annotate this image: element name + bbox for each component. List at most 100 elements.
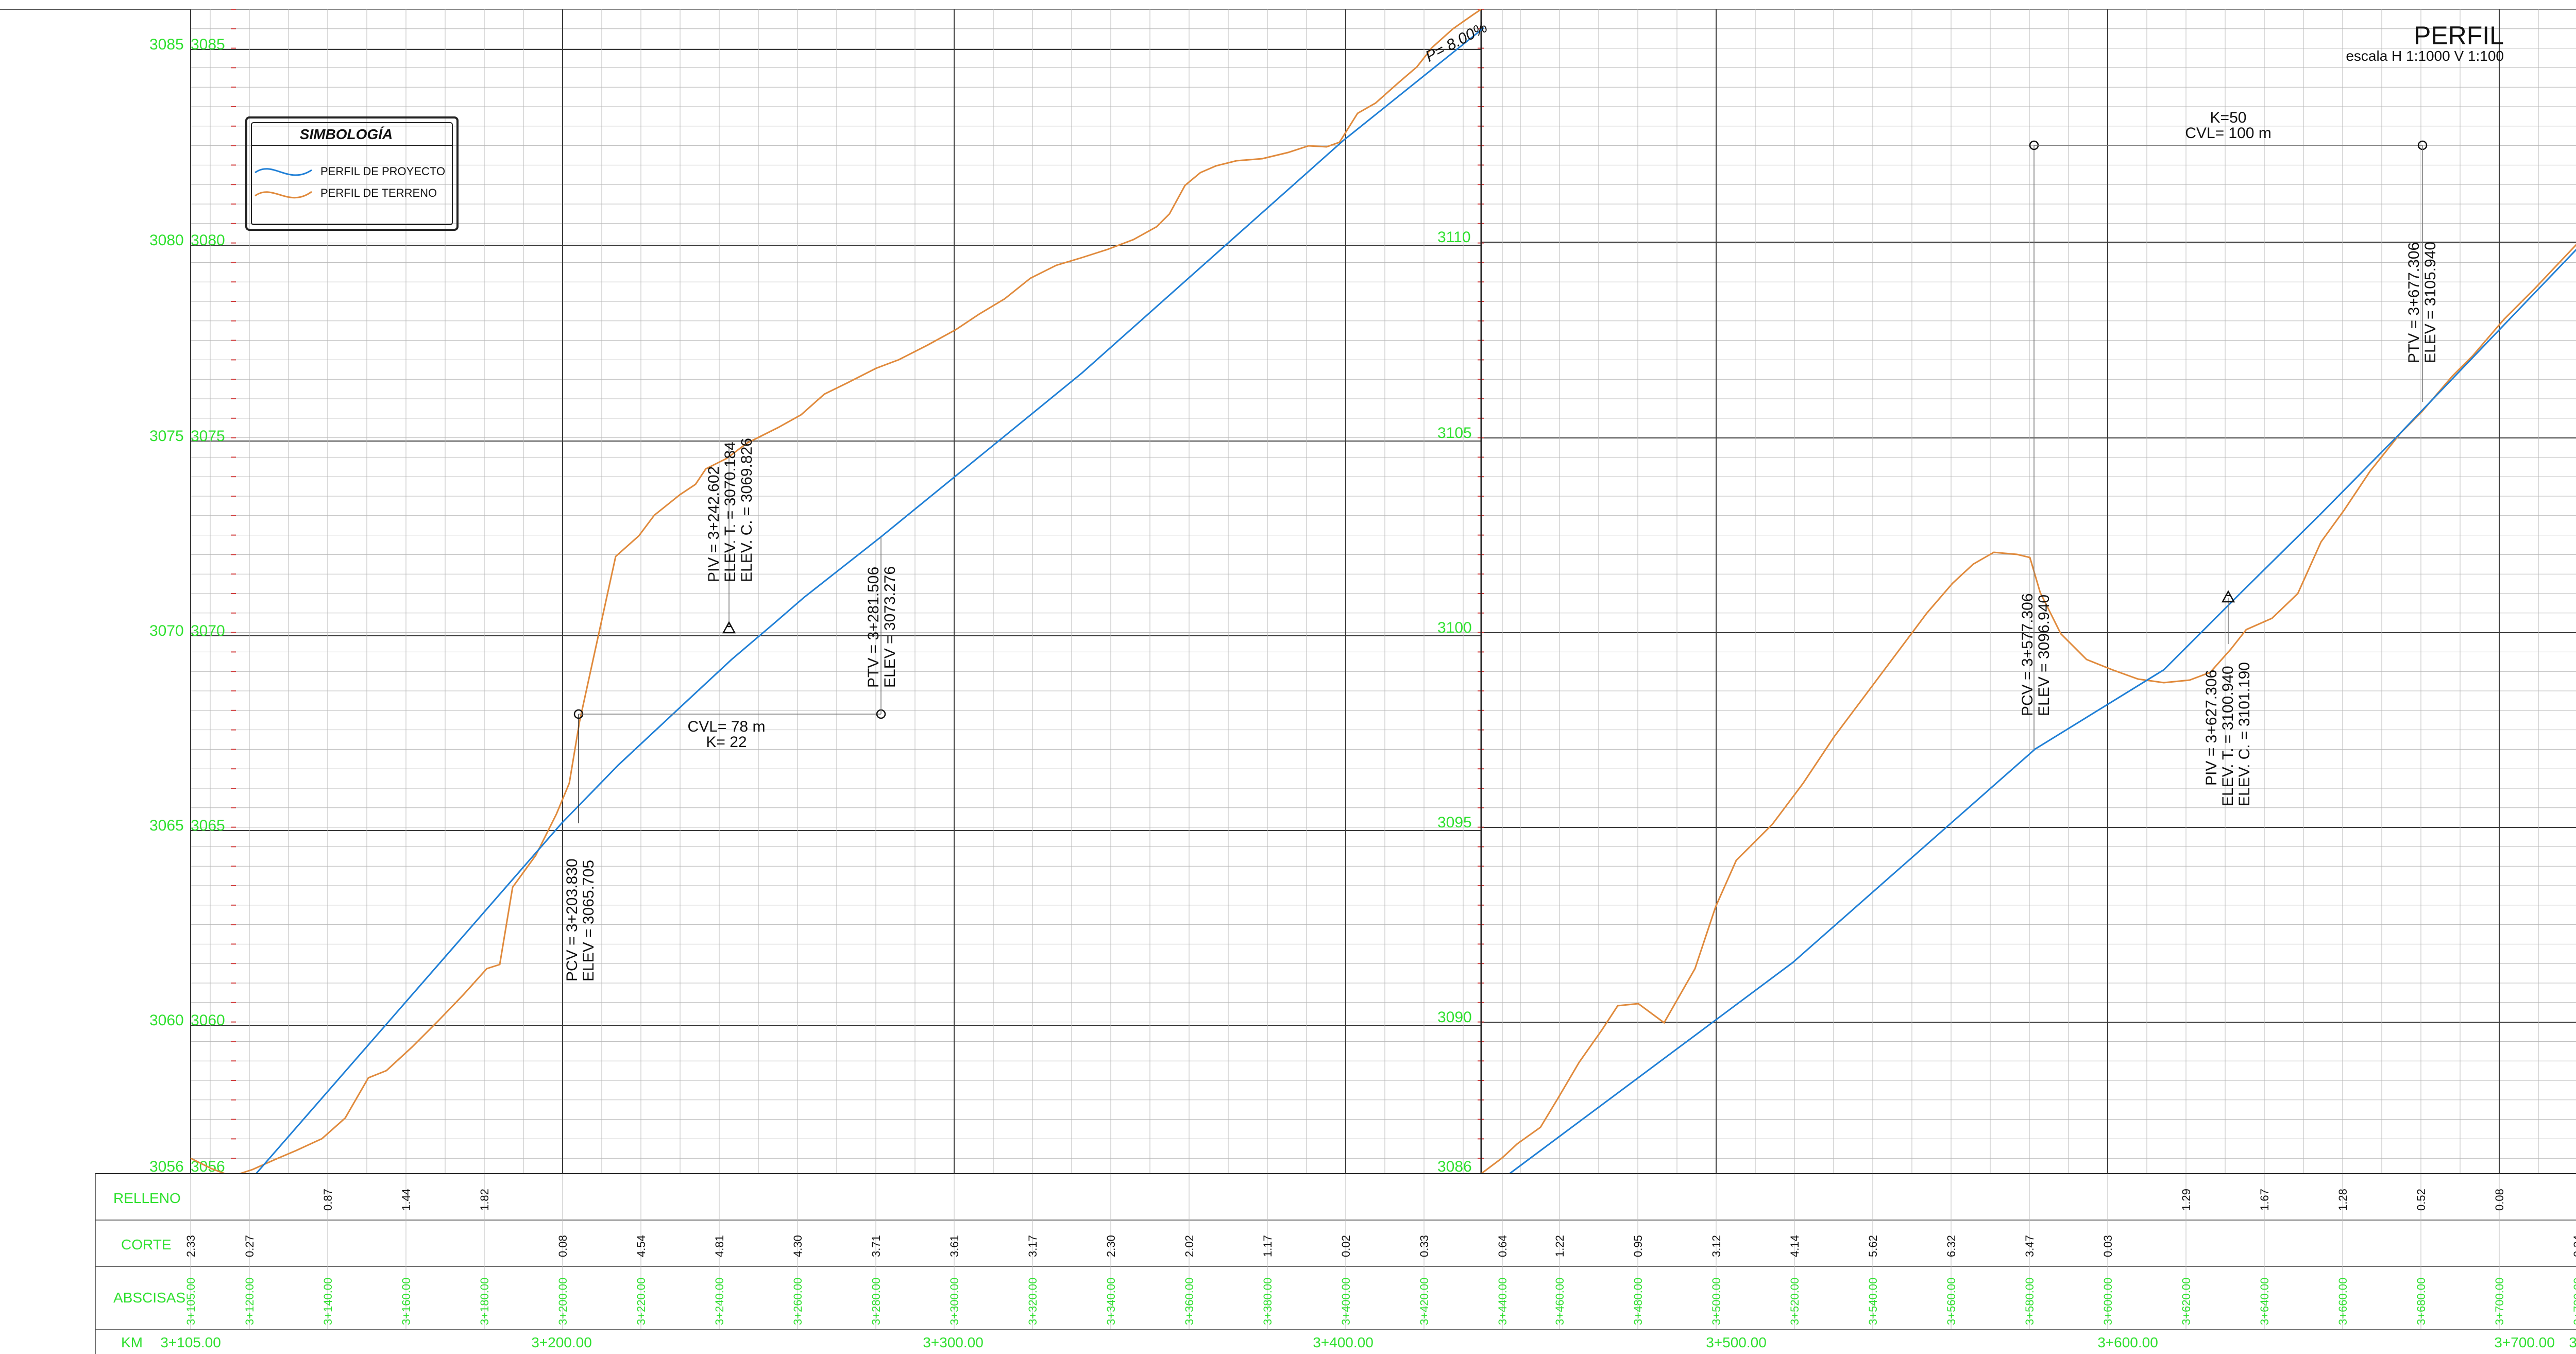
- cut-value: 4.54: [635, 1235, 648, 1257]
- drawing-scale: escala H 1:1000 V 1:100: [2346, 48, 2504, 64]
- elev-label: 3105: [1437, 425, 1472, 442]
- elev-label: 3070: [149, 622, 184, 639]
- station-label: 3+700.00: [2493, 1278, 2506, 1325]
- piv-marker: [2221, 590, 2235, 603]
- station-label: 3+160.00: [400, 1278, 413, 1325]
- elev-label: 3085: [191, 36, 225, 53]
- piv-marker: [722, 621, 736, 634]
- station-label: 3+280.00: [870, 1278, 883, 1325]
- station-label: 3+320.00: [1026, 1278, 1039, 1325]
- piv-elev-t: ELEV. T. = 3070.184: [722, 442, 739, 582]
- elev-label: 3086: [1437, 1158, 1472, 1175]
- km-label: 3+200.00: [531, 1334, 592, 1350]
- elev-label: 3090: [1437, 1009, 1472, 1026]
- fill-value: 1.29: [2180, 1189, 2193, 1211]
- station-label: 3+120.00: [243, 1278, 256, 1325]
- cut-value: 3.17: [1026, 1235, 1039, 1257]
- k-label: K=50: [2210, 109, 2247, 126]
- fill-value: 0.52: [2415, 1189, 2428, 1211]
- elev-label: 3080: [149, 232, 184, 249]
- fill-value: 1.67: [2258, 1189, 2271, 1211]
- elev-label: 3110: [1437, 229, 1471, 246]
- band-values: 3+105.00 2.33 3+120.00 0.27 3+140.00 0.87 3+16…: [160, 1174, 2576, 1350]
- elev-label: 3060: [149, 1012, 184, 1029]
- station-label: 3+460.00: [1553, 1278, 1566, 1325]
- k-label: K= 22: [706, 734, 747, 751]
- station-label: 3+105.00: [184, 1278, 197, 1325]
- vertical-curve-1: CVL= 78 m K= 22 PCV = 3+203.830 ELEV = 3…: [564, 438, 899, 981]
- pcv-station: PCV = 3+577.306: [2019, 593, 2036, 716]
- pcv-station: PCV = 3+203.830: [564, 858, 581, 981]
- piv-elev-c: ELEV. C. = 3069.826: [738, 438, 755, 582]
- elev-label: 3075: [149, 428, 184, 445]
- station-label: 3+520.00: [1788, 1278, 1801, 1325]
- grid: [190, 9, 2576, 1174]
- station-label: 3+400.00: [1340, 1278, 1352, 1325]
- elev-label: 3085: [149, 36, 184, 53]
- cut-value: 3.61: [948, 1235, 961, 1257]
- km-label: 3+700.00: [2494, 1334, 2555, 1350]
- row-label-relleno: RELLENO: [113, 1190, 181, 1206]
- vertical-curve-2: K=50 CVL= 100 m PCV = 3+577.306 ELEV = 3…: [2019, 109, 2439, 806]
- cut-value: 0.27: [243, 1235, 256, 1257]
- station-label: 3+200.00: [556, 1278, 569, 1325]
- cut-value: 1.22: [1553, 1235, 1566, 1257]
- elev-label: 3065: [191, 817, 225, 834]
- elev-label: 3095: [1437, 814, 1472, 831]
- station-label: 3+640.00: [2258, 1278, 2271, 1325]
- cut-value: 5.62: [1867, 1235, 1879, 1257]
- elev-label: 3075: [191, 428, 225, 445]
- cut-value: 0.08: [556, 1235, 569, 1257]
- legend-frame: [245, 116, 459, 231]
- ptv-station: PTV = 3+677.306: [2405, 242, 2422, 363]
- station-label: 3+300.00: [948, 1278, 961, 1325]
- profile-lines: [190, 8, 2576, 1177]
- cut-value: 0.64: [1496, 1235, 1509, 1257]
- piv-elev-t: ELEV. T. = 3100.940: [2219, 666, 2236, 806]
- fill-value: 1.44: [400, 1189, 413, 1211]
- cut-value: 4.14: [1788, 1235, 1801, 1257]
- fill-value: 0.08: [2493, 1189, 2506, 1211]
- km-label: 3+500.00: [1706, 1334, 1767, 1350]
- cut-value: 3.71: [870, 1235, 883, 1257]
- cut-value: 4.30: [791, 1235, 804, 1257]
- elevation-labels-left: 3085 3085 3080 3080 3075 3075 3070 3070 …: [149, 36, 225, 1175]
- project-profile-line: [1509, 248, 2576, 1175]
- station-label: 3+720.00: [2571, 1278, 2576, 1325]
- row-label-km: KM: [121, 1334, 143, 1350]
- station-label: 3+480.00: [1632, 1278, 1645, 1325]
- fill-value: 1.28: [2336, 1189, 2349, 1211]
- station-label: 3+560.00: [1945, 1278, 1958, 1325]
- cvl-label: CVL= 100 m: [2185, 125, 2272, 142]
- piv-station: PIV = 3+627.306: [2203, 670, 2220, 786]
- station-label: 3+440.00: [1496, 1278, 1509, 1325]
- pcv-elevation: ELEV = 3065.705: [580, 860, 597, 981]
- legend-project-swatch: [255, 168, 312, 176]
- station-label: 3+240.00: [713, 1278, 726, 1325]
- cut-value: 0.02: [1340, 1235, 1352, 1257]
- cut-value: 0.03: [2102, 1235, 2114, 1257]
- data-band: RELLENO CORTE ABSCISAS KM: [95, 1173, 2576, 1354]
- km-label: 3+300.00: [923, 1334, 984, 1350]
- terrain-profile-line: [190, 8, 1482, 1177]
- cut-value: 0.33: [1418, 1235, 1431, 1257]
- station-label: 3+380.00: [1261, 1278, 1274, 1325]
- station-label: 3+680.00: [2415, 1278, 2428, 1325]
- km-label: 3+400.00: [1313, 1334, 1374, 1350]
- piv-station: PIV = 3+242.602: [705, 466, 722, 582]
- station-label: 3+580.00: [2023, 1278, 2036, 1325]
- cvl-label: CVL= 78 m: [688, 718, 766, 735]
- legend-terrain-swatch: [255, 191, 312, 199]
- elev-label: 3065: [149, 817, 184, 834]
- legend-item-terrain: PERFIL DE TERRENO: [320, 187, 437, 199]
- cut-value: 6.32: [1945, 1235, 1958, 1257]
- station-label: 3+540.00: [1867, 1278, 1879, 1325]
- ptv-elevation: ELEV = 3105.940: [2422, 242, 2439, 363]
- elev-label: 3060: [191, 1012, 225, 1029]
- cut-value: 0.34: [2571, 1235, 2576, 1257]
- station-label: 3+620.00: [2180, 1278, 2193, 1325]
- elev-label: 3080: [191, 232, 225, 249]
- piv-elev-c: ELEV. C. = 3101.190: [2236, 662, 2253, 806]
- fill-value: 1.82: [478, 1189, 491, 1211]
- legend-frame-inner: [251, 122, 453, 225]
